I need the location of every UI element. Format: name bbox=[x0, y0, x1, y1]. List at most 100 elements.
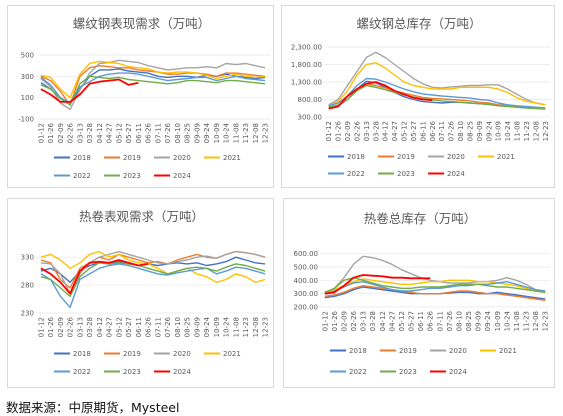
legend-label-2023: 2023 bbox=[399, 368, 417, 376]
series-line-2020 bbox=[328, 51, 546, 106]
x-tick-label: 05-27 bbox=[125, 317, 133, 337]
x-tick-label: 04-12 bbox=[96, 123, 104, 143]
x-tick-label: 06-11 bbox=[417, 311, 425, 331]
legend-label-2024: 2024 bbox=[447, 170, 465, 178]
y-tick-label: 100 bbox=[21, 94, 34, 102]
x-tick-label: 12-08 bbox=[532, 121, 540, 141]
legend-label-2021: 2021 bbox=[499, 347, 517, 355]
x-tick-label: 08-25 bbox=[184, 123, 192, 143]
x-tick-label: 05-27 bbox=[408, 311, 416, 331]
series-line-2019 bbox=[40, 65, 266, 106]
y-tick-label: 230 bbox=[21, 310, 34, 318]
x-tick-label: 11-08 bbox=[514, 121, 522, 141]
x-tick-label: 08-10 bbox=[457, 121, 465, 141]
x-tick-label: 02-09 bbox=[344, 121, 352, 141]
legend-label-2024: 2024 bbox=[173, 172, 191, 180]
x-tick-label: 10-24 bbox=[503, 310, 511, 331]
x-tick-label: 05-12 bbox=[398, 311, 406, 331]
y-tick-label: 2,300.00 bbox=[291, 44, 322, 52]
series-line-2023 bbox=[324, 277, 546, 293]
x-tick-label: 03-13 bbox=[360, 311, 368, 331]
x-tick-label: 01-12 bbox=[37, 317, 45, 337]
x-tick-label: 08-10 bbox=[174, 123, 182, 143]
x-tick-label: 09-24 bbox=[485, 120, 493, 141]
legend-label-2022: 2022 bbox=[73, 368, 91, 376]
legend-label-2022: 2022 bbox=[347, 170, 365, 178]
chart-title: 热卷表观需求（万吨） bbox=[79, 209, 204, 224]
x-tick-label: 04-27 bbox=[388, 311, 396, 331]
legend-label-2022: 2022 bbox=[73, 172, 91, 180]
x-tick-label: 03-28 bbox=[86, 317, 94, 337]
rebar-inventory-svg: 螺纹钢总库存（万吨） 2,300.00 1,800.00 1,300.00 800.00… bbox=[291, 16, 550, 178]
y-tick-label: 1,300.00 bbox=[291, 79, 322, 87]
legend-label-2022: 2022 bbox=[349, 368, 367, 376]
rebar-demand-chart: 螺纹钢表现需求（万吨） 500 300 100 -100 01-12 01-26 02-09 0… bbox=[7, 5, 274, 188]
x-tick-label: 03-28 bbox=[86, 123, 94, 143]
x-tick-label: 05-12 bbox=[115, 123, 123, 143]
y-tick-label: 280 bbox=[21, 282, 34, 290]
x-tick-label: 03-28 bbox=[369, 311, 377, 331]
x-tick-label: 07-11 bbox=[438, 121, 446, 141]
y-tick-label: 1,800.00 bbox=[291, 61, 322, 69]
legend-label-2019: 2019 bbox=[123, 154, 141, 162]
series-line-2019 bbox=[324, 285, 546, 301]
chart-title: 螺纹钢总库存（万吨） bbox=[356, 16, 481, 31]
legend-label-2023: 2023 bbox=[397, 170, 415, 178]
x-tick-label: 12-08 bbox=[252, 317, 260, 337]
x-tick-label: 09-24 bbox=[203, 122, 211, 143]
x-tick-label: 05-12 bbox=[401, 121, 409, 141]
y-tick-label: 600.00 bbox=[294, 250, 319, 258]
x-tick-label: 09-09 bbox=[476, 121, 484, 141]
x-tick-label: 07-26 bbox=[446, 310, 454, 331]
legend-label-2024: 2024 bbox=[449, 368, 467, 376]
x-tick-label: 01-12 bbox=[321, 311, 329, 331]
x-tick-label: 09-09 bbox=[193, 317, 201, 337]
x-tick-label: 04-27 bbox=[106, 317, 114, 337]
x-tick-label: 07-11 bbox=[154, 317, 162, 337]
rebar-inventory-chart: 螺纹钢总库存（万吨） 2,300.00 1,800.00 1,300.00 800.00… bbox=[281, 5, 555, 188]
legend-label-2020: 2020 bbox=[447, 153, 465, 161]
x-tick-label: 07-26 bbox=[448, 120, 456, 141]
x-tick-label: 01-26 bbox=[331, 310, 339, 331]
x-tick-label: 02-26 bbox=[353, 120, 361, 141]
x-tick-label: 12-23 bbox=[542, 121, 550, 141]
legend-label-2021: 2021 bbox=[223, 350, 241, 358]
legend-label-2019: 2019 bbox=[397, 153, 415, 161]
x-tick-label: 12-23 bbox=[262, 123, 270, 143]
x-tick-label: 12-23 bbox=[262, 317, 270, 337]
x-tick-label: 11-23 bbox=[242, 123, 250, 143]
x-tick-label: 07-11 bbox=[154, 123, 162, 143]
x-tick-label: 01-12 bbox=[37, 123, 45, 143]
x-tick-label: 09-09 bbox=[475, 311, 483, 331]
hrc-inventory-chart: 热卷总库存（万吨） 600.00 500.00 400.00 300.00 200.00 0… bbox=[283, 198, 555, 388]
x-tick-label: 09-24 bbox=[484, 310, 492, 331]
x-tick-label: 03-13 bbox=[76, 317, 84, 337]
x-tick-label: 11-23 bbox=[242, 317, 250, 337]
y-tick-label: 300.00 bbox=[294, 290, 319, 298]
x-tick-label: 02-26 bbox=[67, 316, 75, 337]
y-tick-label: 300.00 bbox=[298, 114, 323, 122]
x-tick-label: 02-09 bbox=[57, 123, 65, 143]
chart-title: 热卷总库存（万吨） bbox=[364, 211, 477, 226]
y-tick-label: 200.00 bbox=[294, 304, 319, 312]
x-tick-label: 03-13 bbox=[76, 123, 84, 143]
x-tick-label: 10-09 bbox=[495, 121, 503, 141]
x-tick-label: 03-13 bbox=[363, 121, 371, 141]
hrc-inventory-svg: 热卷总库存（万吨）600.00500.00400.00300.00200.000… bbox=[294, 211, 550, 376]
legend-label-2018: 2018 bbox=[347, 153, 365, 161]
legend-label-2019: 2019 bbox=[399, 347, 417, 355]
series-line-2023 bbox=[328, 84, 546, 110]
series-line-2024 bbox=[328, 81, 433, 110]
x-tick-label: 02-26 bbox=[67, 122, 75, 143]
x-tick-label: 07-26 bbox=[164, 316, 172, 337]
y-tick-label: 300 bbox=[21, 73, 34, 81]
legend-label-2021: 2021 bbox=[497, 153, 515, 161]
series-line-2022 bbox=[328, 77, 546, 109]
y-tick-label: 500.00 bbox=[294, 264, 319, 272]
x-tick-label: 08-10 bbox=[455, 311, 463, 331]
x-tick-label: 09-24 bbox=[203, 316, 211, 337]
x-tick-label: 10-09 bbox=[213, 123, 221, 143]
legend-label-2024: 2024 bbox=[173, 368, 191, 376]
